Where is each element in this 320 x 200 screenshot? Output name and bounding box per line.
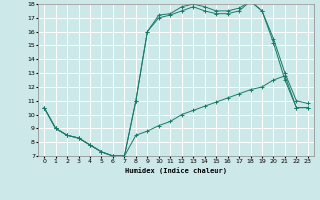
- X-axis label: Humidex (Indice chaleur): Humidex (Indice chaleur): [125, 167, 227, 174]
